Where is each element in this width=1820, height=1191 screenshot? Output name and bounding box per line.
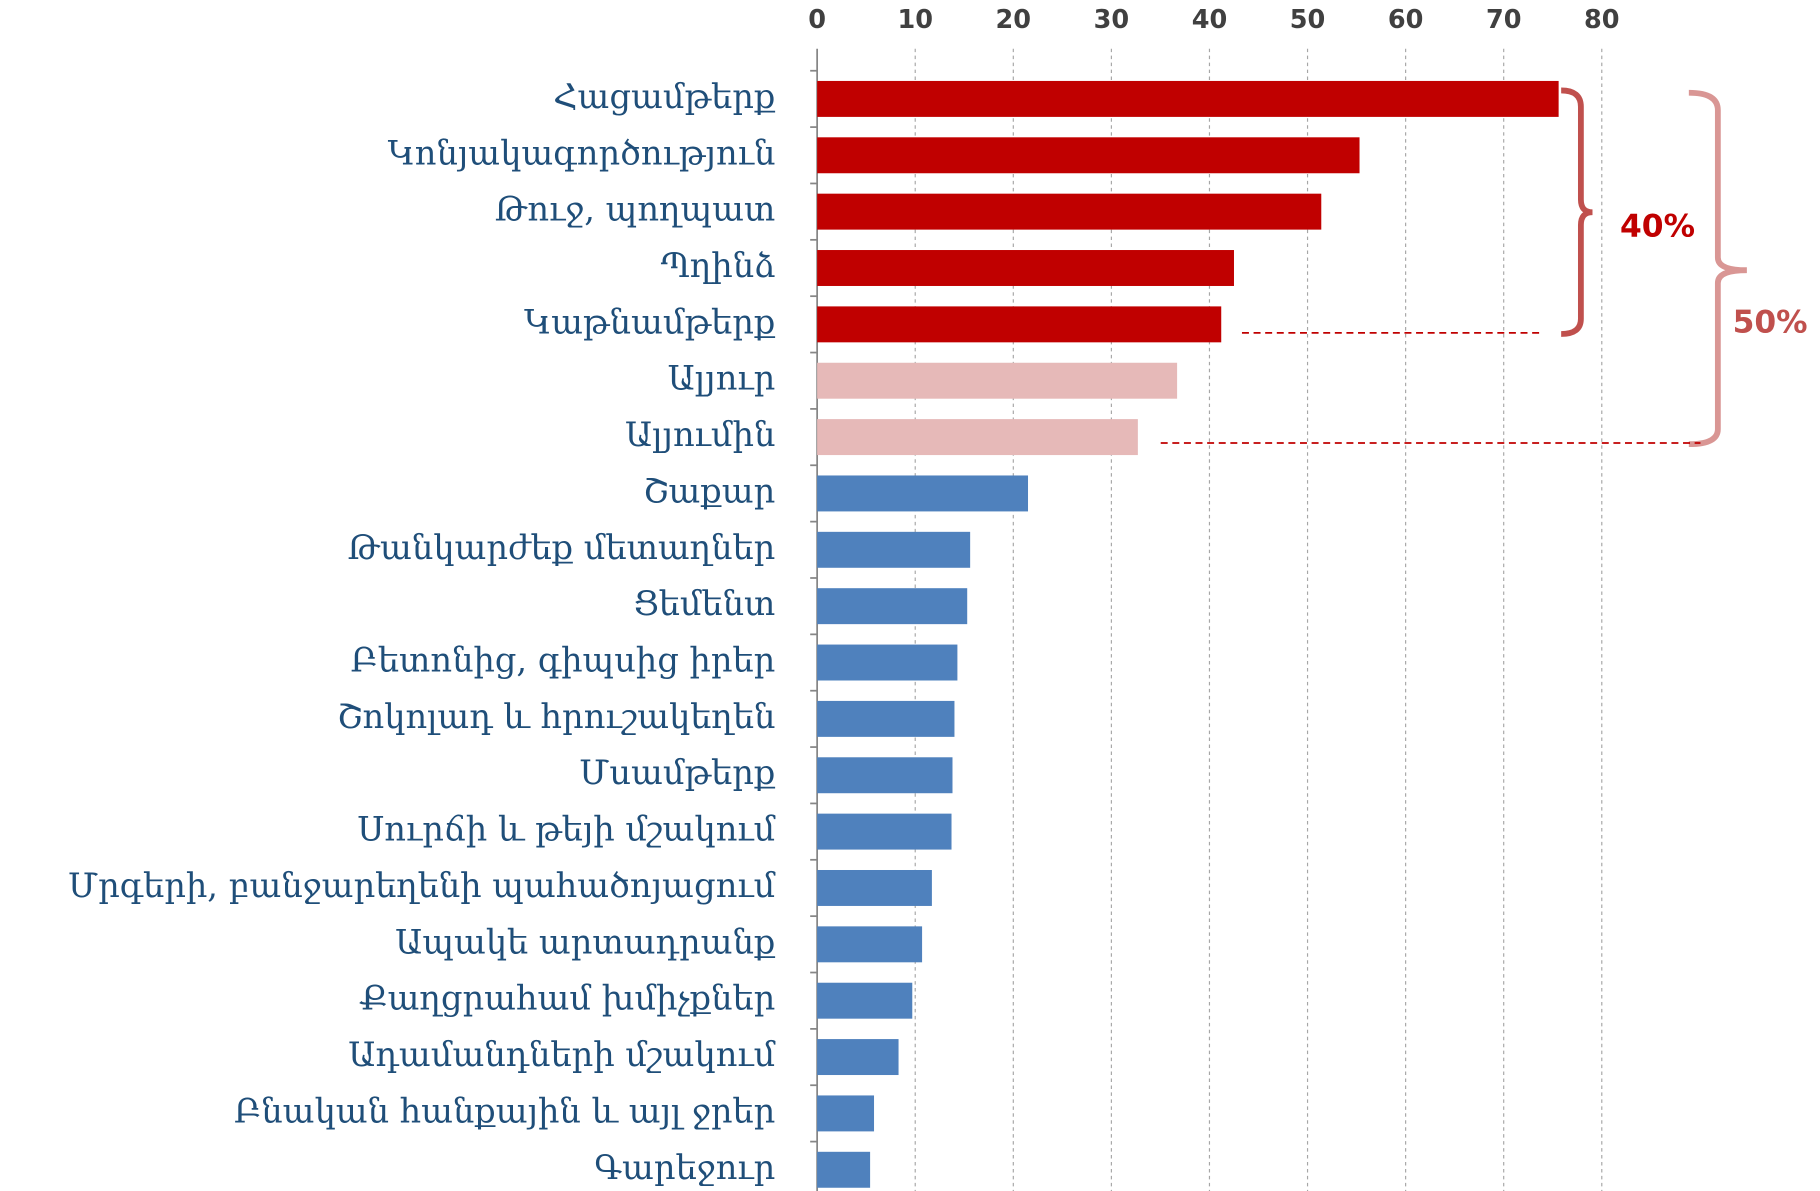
y-tick-label: Ապակե արտադրանք: [395, 922, 776, 961]
x-tick-label: 40: [1192, 5, 1228, 35]
x-tick-label: 80: [1584, 5, 1620, 35]
bar: [817, 700, 955, 737]
bar: [817, 306, 1222, 343]
y-tick-label: Թուջ, պողպատ: [495, 190, 776, 229]
x-tick-label: 60: [1388, 5, 1424, 35]
x-tick-label: 10: [897, 5, 933, 35]
bar: [817, 982, 913, 1019]
x-tick-label: 70: [1486, 5, 1522, 35]
bar: [817, 475, 1029, 512]
bar: [817, 926, 923, 963]
bar: [817, 869, 932, 906]
bar: [817, 250, 1234, 286]
bar: [817, 80, 1559, 117]
bar: [817, 1151, 871, 1188]
y-tick-label: Պղինձ: [661, 246, 776, 285]
bar: [817, 419, 1138, 456]
x-tick-label: 0: [808, 5, 826, 35]
bracket-40: [1561, 87, 1593, 337]
y-tick-label: Գարեջուր: [594, 1148, 775, 1187]
y-tick-label: Կաթնամթերք: [524, 302, 776, 341]
y-tick-label: Բնական հանքային և այլ ջրեր: [234, 1091, 775, 1130]
y-tick-label: Թանկարժեք մետաղներ: [347, 528, 775, 567]
y-tick-label: Քաղցրահամ խմիչքներ: [359, 979, 775, 1018]
y-tick-label: Սուրճի և թեյի մշակում: [357, 810, 775, 849]
y-tick-label: Մրգերի, բանջարեղենի պահածոյացում: [68, 866, 776, 905]
y-tick-label: Շաքար: [643, 471, 775, 510]
bracket-50: [1688, 89, 1747, 448]
y-tick-label: Ալյումին: [625, 415, 775, 454]
bar: [817, 137, 1360, 174]
x-tick-label: 20: [996, 5, 1032, 35]
y-tick-label: Ադամանդների մշակում: [348, 1035, 775, 1074]
x-tick-label: 50: [1290, 5, 1326, 35]
bar: [817, 588, 968, 625]
bar: [817, 362, 1178, 399]
bar: [817, 757, 953, 794]
y-tick-label: Մսամթերք: [579, 753, 776, 792]
y-tick-label: Ցեմենտ: [634, 584, 776, 623]
bar: [817, 1039, 899, 1076]
y-tick-label: Կոնյակագործություն: [388, 133, 776, 172]
bar: [817, 813, 952, 850]
y-tick-label: Բետոնից, գիպսից իրեր: [351, 641, 776, 680]
bar: [817, 193, 1322, 230]
bar: [817, 644, 958, 681]
y-tick-label: Հացամթերք: [553, 77, 776, 116]
annotation: 50%: [1733, 305, 1808, 341]
x-tick-label: 30: [1094, 5, 1130, 35]
annotation: 40%: [1620, 208, 1695, 244]
bar: [817, 1095, 875, 1132]
y-tick-label: Շոկոլադ և հրուշակեղեն: [337, 697, 775, 736]
y-tick-label: Ալյուր: [668, 359, 776, 398]
bar: [817, 531, 971, 568]
